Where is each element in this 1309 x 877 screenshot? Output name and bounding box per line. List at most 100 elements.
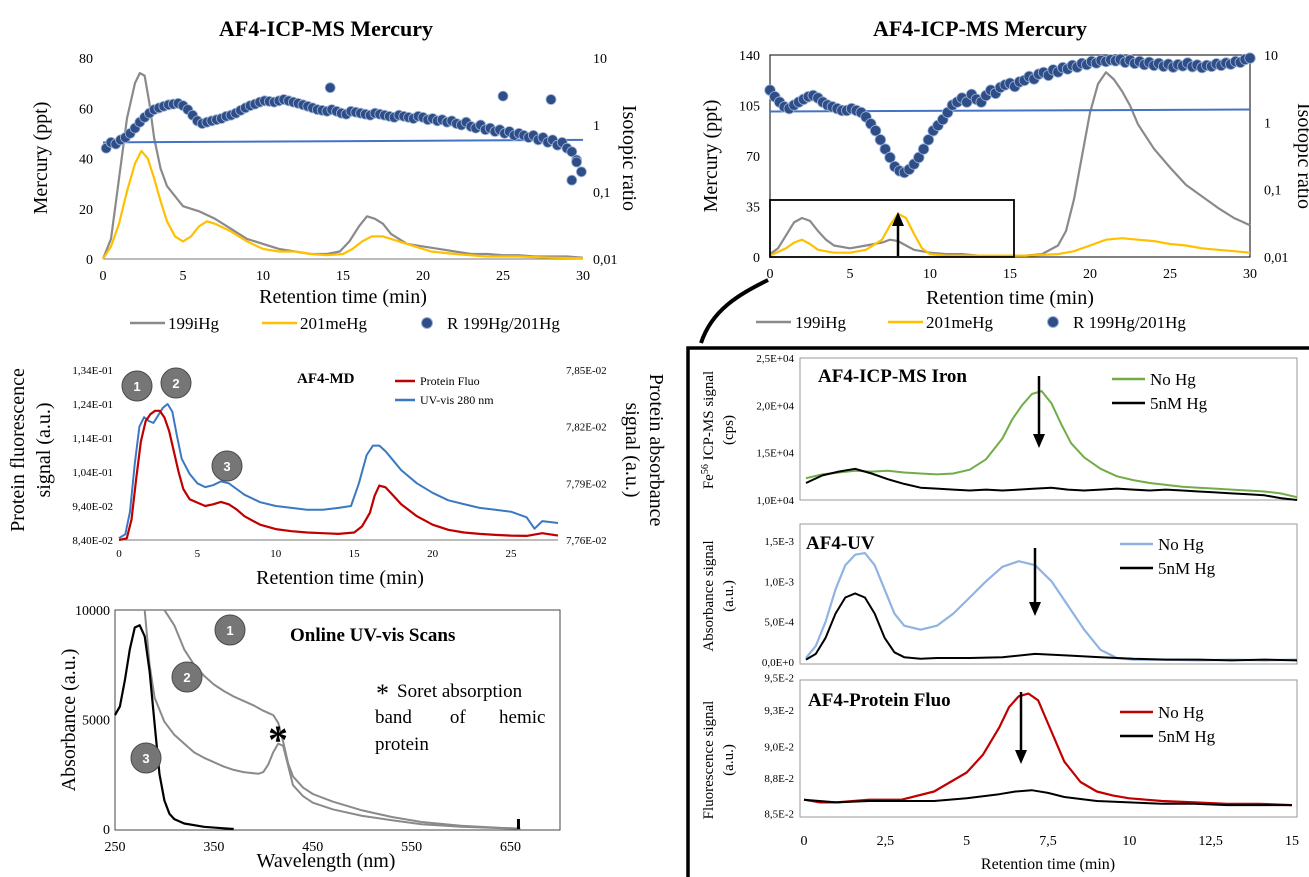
af4-md-title: AF4-MD [297,371,355,387]
ratio-fit-line [102,138,584,144]
af4-md-panel: 0 5 10 15 20 25 8,40E-02 9,40E-02 1,04E-01 1,14E-… [7,365,667,589]
x-tick-label: 25 [496,269,510,284]
af4-uv-title: AF4-UV [806,533,875,554]
fe-ticks: 1,0E+04 1,5E+04 2,0E+04 2,5E+04 [756,353,794,507]
y-tick-label: 9,5E-2 [764,672,794,684]
y-tick-label: 1,0E+04 [756,495,794,507]
y-tick-label: 5000 [82,714,110,729]
af4-uv-panel: 0,0E+0 5,0E-4 1,0E-3 1,5E-3 AF4-UV No Hg 5n… [701,523,1298,669]
hg-left-title: AF4-ICP-MS Mercury [219,16,433,41]
x-tick-label: 20 [1083,267,1097,282]
af4-uv-arrow-head [1029,602,1041,616]
y2-tick-label: 0,1 [593,186,611,201]
legend-label-199ihg: 199iHg [168,314,220,333]
peak-badge-2-label: 2 [172,376,179,391]
af4-fluo-lines [803,692,1293,807]
y-tick-label: 0 [86,253,93,268]
y-tick-label: 105 [739,100,760,115]
uv-scans-lines [114,609,521,831]
y2-tick-label: 1 [1264,116,1271,131]
hg-left-lines [100,72,587,260]
af4-fluo-frame [799,679,1298,818]
ratio-point [497,90,509,102]
y-tick-label: 80 [79,52,93,67]
scan-badge-3-disc [130,742,162,774]
x-tick-label: 450 [302,840,323,855]
x-tick-label: 250 [105,840,126,855]
hg-right-legend: 199iHg 201meHg R 199Hg/201Hg [756,313,1186,332]
x-tick-label: 10 [1122,834,1136,849]
x-tick-label: 30 [576,269,590,284]
scan-badge-1-label: 1 [226,623,233,638]
x-tick-label: 25 [505,548,517,560]
soret-star: * [268,717,288,762]
af4-uv-ticks: 0,0E+0 5,0E-4 1,0E-3 1,5E-3 [762,536,795,669]
uv-note-line3: protein [375,734,429,755]
uv-scans-ylabel: Absorbance (a.u.) [58,649,80,792]
x-tick-label: 5 [180,269,187,284]
hg-left-ylabel: Mercury (ppt) [30,102,52,215]
ratio-point [874,134,887,146]
legend-label-no-hg: No Hg [1150,370,1196,389]
peak-badge-2-disc [160,367,192,399]
af4-fluo-ylabel-line2: (a.u.) [721,744,737,776]
af4-uv-ylabel-line1: Absorbance signal [701,540,717,651]
af4-md-ticks: 0 5 10 15 20 25 8,40E-02 9,40E-02 1,04E-01 1,14E-… [72,365,606,560]
hg-right-ylabel: Mercury (ppt) [700,100,722,213]
x-tick-label: 30 [1243,267,1257,282]
scan-badge-1: 1 [214,614,246,646]
fe-ylabel-unit: (cps) [721,415,737,445]
y2-tick-label: 7,85E-02 [566,365,607,377]
legend-label-5nm-hg: 5nM Hg [1150,394,1208,413]
x-tick-label: 10 [270,548,282,560]
x-tick-label: 15 [1003,267,1017,282]
y-tick-label: 9,40E-02 [72,501,113,513]
y-tick-label: 0,0E+0 [762,657,795,669]
hg-left-y2label: Isotopic ratio [618,105,640,211]
y-tick-label: 1,04E-01 [72,467,113,479]
zoom-bracket [686,346,1309,877]
af4-fluo-arrow-head [1015,750,1027,764]
x-tick-label: 10 [256,269,270,284]
x-tick-label: 0 [767,267,774,282]
fe-lines [805,390,1298,501]
y-tick-label: 5,0E-4 [764,617,794,629]
legend-label-201mehg: 201meHg [300,314,368,333]
y2-tick-label: 0,1 [1264,184,1282,199]
legend-label-uv280: UV-vis 280 nm [420,393,494,407]
hg-right-xlabel: Retention time (min) [926,287,1094,309]
legend-label-201mehg: 201meHg [926,313,994,332]
hg-left-ticks: 0 5 10 15 20 25 30 0 20 40 60 80 0,01 0,1 1 10 [79,52,618,284]
x-tick-label: 350 [203,840,224,855]
x-tick-label: 20 [416,269,430,284]
hg-left-panel: AF4-ICP-MS Mercury 0 5 10 15 20 25 30 0 20 40 60 80… [30,16,640,333]
uv-note-line2: band of hemic [375,707,545,728]
series-201mehg-line [102,149,584,260]
y-tick-label: 8,8E-2 [764,773,794,785]
y-tick-label: 2,0E+04 [756,400,794,412]
uv-scans-panel: 250 350 450 550 650 0 5000 10000 Online UV-vis … [58,604,561,872]
series-uv280-line [118,403,559,539]
y2-tick-label: 0,01 [1264,251,1289,266]
peak-badge-3-disc [211,450,243,482]
scan-badge-2-label: 2 [183,670,190,685]
hg-left-legend: 199iHg 201meHg R 199Hg/201Hg [130,314,560,333]
hg-right-y2label: Isotopic ratio [1293,103,1309,209]
fe-arrow-head [1033,434,1045,448]
y-tick-label: 1,0E-3 [764,576,794,588]
af4-fluo-title: AF4-Protein Fluo [808,690,951,711]
legend-label-protein-fluo: Protein Fluo [420,374,480,388]
fe-panel: 1,0E+04 1,5E+04 2,0E+04 2,5E+04 AF4-ICP-MS … [700,353,1298,507]
af4-md-ylabel-line1: Protein fluorescence [7,368,29,532]
uv-scans-ticks: 250 350 450 550 650 0 5000 10000 [75,604,521,855]
scan-2-line [143,609,521,830]
x-tick-label: 0 [801,834,808,849]
fe-frame [799,357,1298,501]
uv-scans-xlabel: Wavelength (nm) [257,850,396,872]
y-tick-label: 0 [753,251,760,266]
hg-right-panel: AF4-ICP-MS Mercury 0 5 10 15 20 25 30 0 35 70 105 1… [700,16,1309,332]
legend-label-no-hg: No Hg [1158,535,1204,554]
y-tick-label: 40 [79,153,93,168]
y2-tick-label: 10 [593,52,607,67]
x-tick-label: 15 [336,269,350,284]
